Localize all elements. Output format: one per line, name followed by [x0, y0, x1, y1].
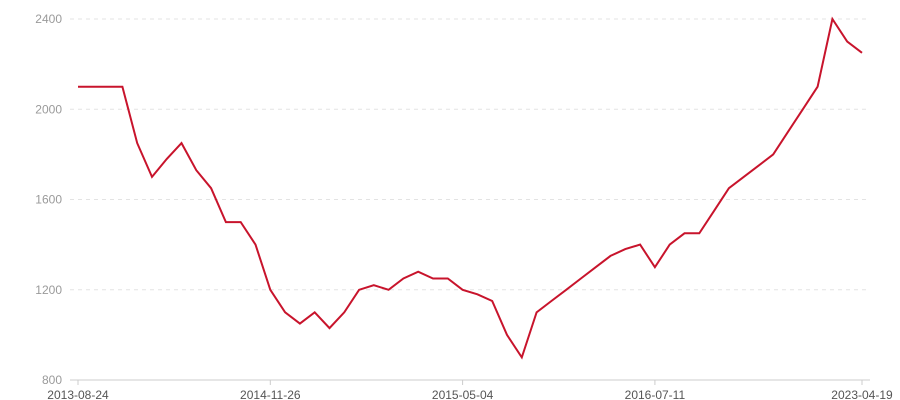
y-tick-label: 1200: [35, 283, 62, 297]
y-tick-label: 800: [42, 373, 62, 387]
x-tick-label: 2023-04-19: [831, 388, 893, 400]
x-tick-label: 2016-07-11: [625, 388, 686, 400]
y-tick-label: 2400: [35, 12, 62, 26]
y-tick-label: 1600: [35, 193, 62, 207]
x-tick-label: 2015-05-04: [432, 388, 494, 400]
y-tick-label: 2000: [35, 102, 62, 116]
x-tick-label: 2013-08-24: [47, 388, 109, 400]
x-tick-label: 2014-11-26: [240, 388, 301, 400]
x-axis: 2013-08-24 2014-11-26 2015-05-04 2016-07-11…: [47, 380, 893, 400]
series-line: [78, 16, 863, 360]
y-axis: 800 1200 1600 2000 2400: [35, 12, 62, 387]
gridlines: [70, 18, 870, 291]
